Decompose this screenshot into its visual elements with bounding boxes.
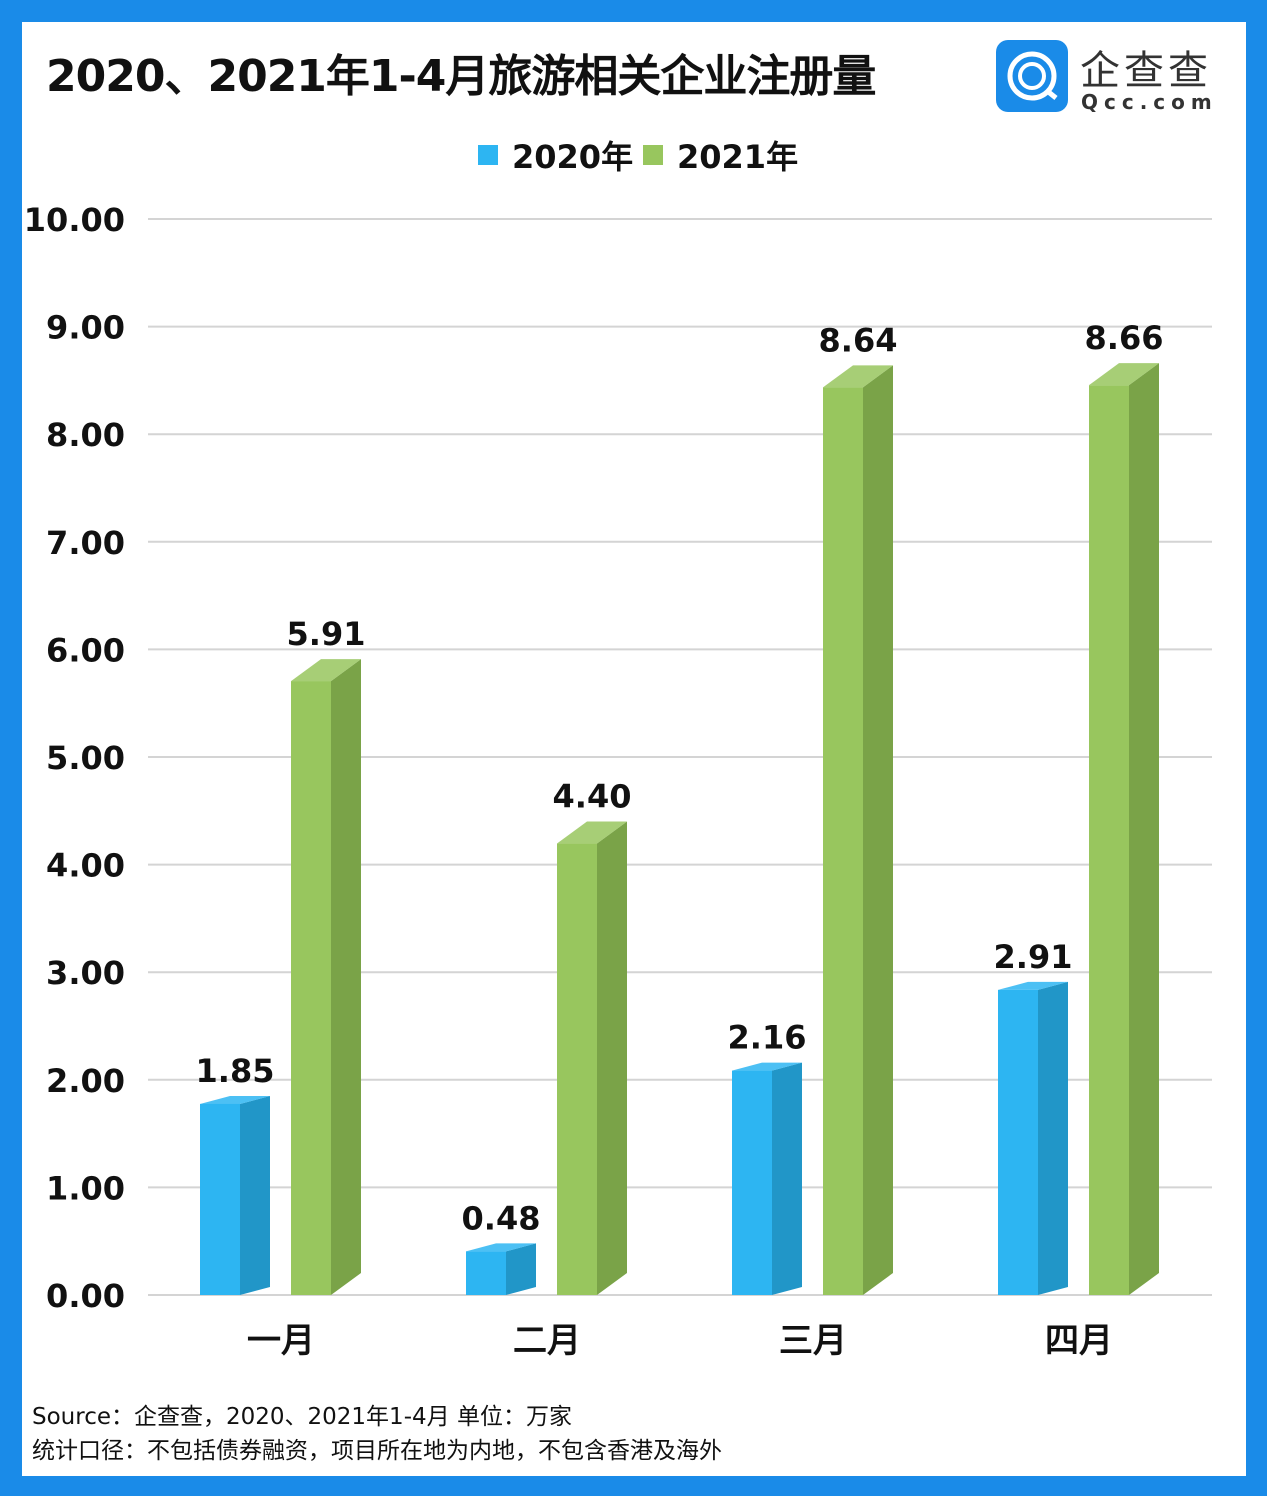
- legend-swatch: [643, 145, 663, 165]
- y-tick-label: 4.00: [46, 847, 125, 885]
- bar: [998, 989, 1038, 1295]
- y-tick-label: 0.00: [46, 1277, 125, 1315]
- x-tick-label: 三月: [779, 1321, 847, 1361]
- bar-top: [998, 981, 1068, 990]
- y-tick-label: 9.00: [46, 309, 125, 347]
- bar-side: [1038, 981, 1068, 1295]
- bar-side: [240, 1095, 270, 1295]
- bar-top: [200, 1095, 270, 1104]
- bar-top: [1089, 363, 1159, 386]
- bar: [291, 681, 331, 1295]
- bar-top: [823, 365, 893, 388]
- source-line: Source：企查查，2020、2021年1-4月 单位：万家: [32, 1404, 572, 1430]
- brand-name: 企查查: [1080, 48, 1212, 94]
- bar-side: [506, 1243, 536, 1295]
- brand-domain: Qcc.com: [1081, 90, 1218, 114]
- bar: [466, 1251, 506, 1295]
- bar-side: [863, 365, 893, 1295]
- data-label: 1.85: [196, 1052, 275, 1090]
- y-tick-label: 5.00: [46, 739, 125, 777]
- bar-top: [732, 1062, 802, 1071]
- bar-side: [772, 1062, 802, 1295]
- bar-chart: 0.00 1.00 2.00 3.00 4.00 5.00 6.00 7.00 8.00 9.00…: [24, 138, 1212, 1361]
- bar: [823, 387, 863, 1295]
- data-label: 2.91: [994, 938, 1073, 976]
- bar-top: [291, 659, 361, 682]
- data-label: 8.66: [1085, 319, 1164, 357]
- data-label: 5.91: [287, 615, 366, 653]
- bar-side: [597, 821, 627, 1295]
- bar-top: [557, 821, 627, 844]
- data-label: 8.64: [819, 321, 898, 359]
- y-tick-label: 3.00: [46, 954, 125, 992]
- y-tick-label: 6.00: [46, 631, 125, 669]
- note-line: 统计口径：不包括债券融资，项目所在地为内地，不包含香港及海外: [32, 1438, 722, 1464]
- bar: [732, 1070, 772, 1295]
- x-tick-label: 一月: [247, 1321, 315, 1361]
- bar: [1089, 385, 1129, 1296]
- y-tick-label: 7.00: [46, 524, 125, 562]
- qcc-logo-icon: [996, 40, 1068, 112]
- bar-top: [466, 1243, 536, 1252]
- y-tick-label: 1.00: [46, 1169, 125, 1207]
- x-tick-label: 二月: [513, 1321, 581, 1361]
- x-tick-label: 四月: [1045, 1321, 1113, 1361]
- data-label: 2.16: [728, 1019, 807, 1057]
- data-label: 4.40: [553, 778, 632, 816]
- bar: [557, 843, 597, 1295]
- y-tick-label: 10.00: [24, 201, 125, 239]
- bar-side: [1129, 363, 1159, 1296]
- legend-label: 2020年: [512, 138, 633, 176]
- chart-title: 2020、2021年1-4月旅游相关企业注册量: [46, 51, 876, 102]
- bar-side: [331, 659, 361, 1295]
- legend-label: 2021年: [677, 138, 798, 176]
- footer-source: Source：企查查，2020、2021年1-4月 单位：万家 统计口径：不包括…: [32, 1400, 722, 1468]
- data-label: 0.48: [462, 1199, 541, 1237]
- bar: [200, 1103, 240, 1295]
- y-tick-label: 8.00: [46, 416, 125, 454]
- y-tick-label: 2.00: [46, 1062, 125, 1100]
- legend-swatch: [478, 145, 498, 165]
